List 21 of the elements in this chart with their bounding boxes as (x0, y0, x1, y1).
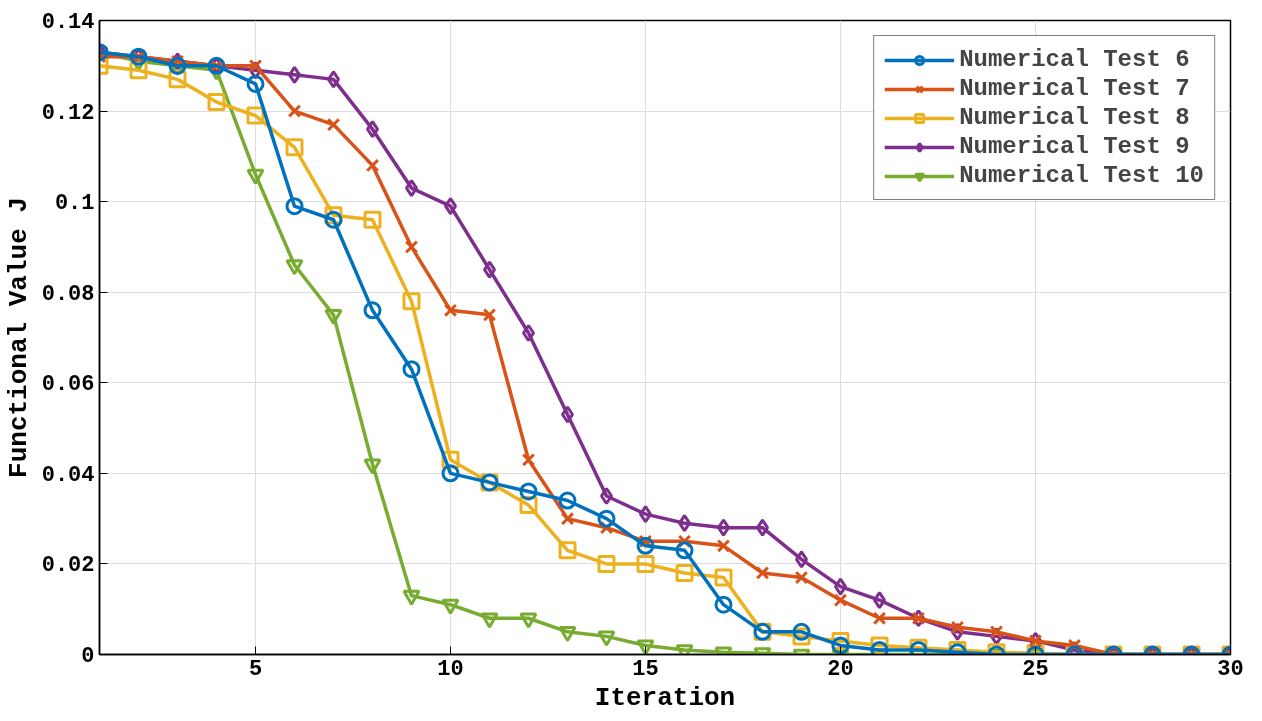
x-tick-label: 30 (1217, 656, 1244, 682)
y-tick-label: 0.04 (41, 462, 95, 488)
y-tick-label: 0.02 (41, 553, 95, 579)
y-tick-label: 0 (81, 644, 95, 669)
x-tick-label: 5 (248, 656, 263, 682)
x-tick-label: 10 (437, 656, 464, 682)
legend-label: Numerical Test 10 (959, 162, 1204, 189)
y-axis-title: Functional Value J (3, 197, 34, 478)
y-tick-label: 0.06 (41, 372, 95, 398)
x-axis-title: Iteration (594, 682, 736, 713)
legend-label: Numerical Test 6 (959, 46, 1190, 73)
x-tick-label: 25 (1022, 656, 1049, 682)
y-tick-label: 0.08 (41, 281, 95, 307)
y-tick-label: 0.12 (41, 100, 95, 126)
legend-label: Numerical Test 8 (959, 104, 1190, 131)
legend-label: Numerical Test 9 (959, 133, 1190, 160)
y-tick-label: 0.1 (54, 191, 95, 217)
legend-label: Numerical Test 7 (959, 75, 1190, 102)
x-tick-label: 15 (632, 656, 659, 682)
y-tick-label: 0.14 (41, 10, 95, 35)
x-tick-label: 20 (827, 656, 854, 682)
